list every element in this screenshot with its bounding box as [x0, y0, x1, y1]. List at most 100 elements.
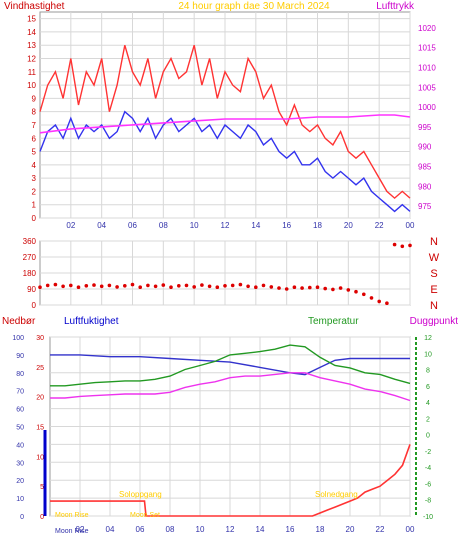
direction-point: [308, 285, 312, 290]
direction-point: [354, 289, 358, 294]
wind-y-tick-label: 5: [32, 148, 37, 157]
wind-gust-line: [39, 45, 411, 200]
direction-point: [61, 284, 65, 289]
temp-y-tick-label: -8: [425, 498, 431, 505]
wind-x-tick-label: 04: [97, 221, 106, 230]
humidity-y-tick-label: 30: [16, 460, 24, 467]
precip-axis-title: Nedbør: [2, 316, 36, 327]
direction-point: [92, 283, 96, 287]
pressure-y-tick-label: 980: [418, 182, 432, 191]
precip-y-tick-label: 10: [36, 454, 44, 461]
temp-y-tick-label: -6: [425, 481, 431, 488]
compass-label: S: [430, 268, 437, 280]
compass-label: N: [430, 236, 438, 248]
wind-x-tick-label: 00: [406, 221, 415, 230]
wind-x-tick-label: 14: [251, 221, 260, 230]
graph-title: 24 hour graph dae 30 March 2024: [178, 1, 330, 12]
direction-point: [269, 285, 274, 289]
wind-x-tick-label: 02: [66, 221, 75, 230]
humidity-y-tick-label: 80: [16, 371, 24, 378]
direction-point: [223, 284, 227, 288]
dew-axis-title: Duggpunkt: [410, 316, 459, 327]
temp-axis-title: Temperatur: [308, 316, 359, 327]
wind-axis-title: Vindhastighet: [4, 1, 65, 12]
direction-point: [238, 282, 243, 287]
direction-point: [130, 282, 135, 287]
direction-point: [207, 284, 212, 289]
direction-point: [76, 285, 81, 290]
pressure-y-tick-label: 1005: [418, 83, 436, 92]
lower-x-tick-label: 00: [406, 525, 415, 534]
humidity-y-tick-label: 60: [16, 407, 24, 414]
wind-y-tick-label: 7: [32, 121, 37, 130]
humidity-y-tick-label: 100: [12, 335, 24, 342]
compass-label: E: [430, 284, 437, 296]
direction-point: [69, 283, 73, 288]
wind-x-tick-label: 10: [190, 221, 199, 230]
wind-x-tick-label: 08: [159, 221, 168, 230]
direction-point: [200, 283, 204, 287]
direction-point: [184, 283, 189, 288]
pressure-line: [39, 114, 411, 134]
lower-x-tick-label: 06: [136, 525, 145, 534]
moon-rise-label: Moon Rise: [55, 512, 89, 519]
pressure-y-tick-label: 1020: [418, 24, 436, 33]
pressure-y-tick-label: 1000: [418, 103, 436, 112]
humidity-y-tick-label: 90: [16, 353, 24, 360]
direction-point: [277, 286, 281, 290]
direction-point: [254, 285, 258, 290]
temp-y-tick-label: -2: [425, 449, 431, 456]
precipitation-line: [50, 444, 411, 517]
dewpoint-line: [50, 372, 411, 402]
direction-point: [284, 287, 289, 291]
moon-rise-bottom-label: Moon Rise: [55, 528, 89, 535]
humidity-y-tick-label: 40: [16, 442, 24, 449]
sunrise-label: Soloppgang: [119, 490, 162, 499]
direction-point: [246, 284, 250, 289]
precip-y-tick-label: 15: [36, 425, 44, 432]
wind-y-tick-label: 14: [27, 28, 36, 37]
wind-x-tick-label: 06: [128, 221, 137, 230]
wind-y-tick-label: 0: [32, 214, 37, 223]
direction-point: [377, 299, 382, 304]
temp-y-tick-label: 6: [426, 384, 430, 391]
humidity-line: [50, 354, 410, 376]
direction-point: [115, 285, 119, 289]
direction-point: [169, 285, 173, 290]
wind-y-tick-label: 6: [32, 134, 37, 143]
wind-y-tick-label: 13: [27, 41, 36, 50]
direction-point: [107, 283, 112, 288]
compass-label: W: [429, 252, 440, 264]
lower-x-tick-label: 04: [106, 525, 115, 534]
direction-point: [369, 296, 374, 300]
direction-point: [146, 283, 150, 288]
precip-y-tick-label: 25: [36, 365, 44, 372]
humidity-y-tick-label: 0: [20, 514, 24, 521]
wind-y-tick-label: 11: [28, 68, 37, 77]
wind-x-tick-label: 18: [313, 221, 322, 230]
humidity-y-tick-label: 10: [16, 496, 24, 503]
direction-point: [138, 285, 142, 290]
temp-y-tick-label: -10: [423, 514, 433, 521]
direction-point: [215, 285, 220, 290]
temp-y-tick-label: 12: [424, 335, 432, 342]
direction-y-tick-label: 360: [23, 237, 37, 246]
direction-point: [123, 284, 127, 288]
precip-y-tick-label: 30: [36, 335, 44, 342]
direction-point: [338, 286, 343, 290]
direction-point: [84, 284, 89, 288]
pressure-axis-title: Lufttrykk: [376, 1, 415, 12]
lower-x-tick-label: 12: [226, 525, 235, 534]
precip-y-tick-label: 0: [40, 514, 44, 521]
direction-point: [362, 292, 366, 297]
direction-point: [230, 283, 235, 288]
direction-y-tick-label: 0: [32, 301, 37, 310]
direction-point: [38, 285, 42, 290]
wind-y-tick-label: 12: [27, 55, 36, 64]
lower-x-tick-label: 08: [166, 525, 175, 534]
wind-y-tick-label: 4: [32, 161, 37, 170]
wind-y-tick-label: 9: [32, 94, 37, 103]
temp-y-tick-label: 2: [426, 416, 430, 423]
lower-x-tick-label: 16: [286, 525, 295, 534]
